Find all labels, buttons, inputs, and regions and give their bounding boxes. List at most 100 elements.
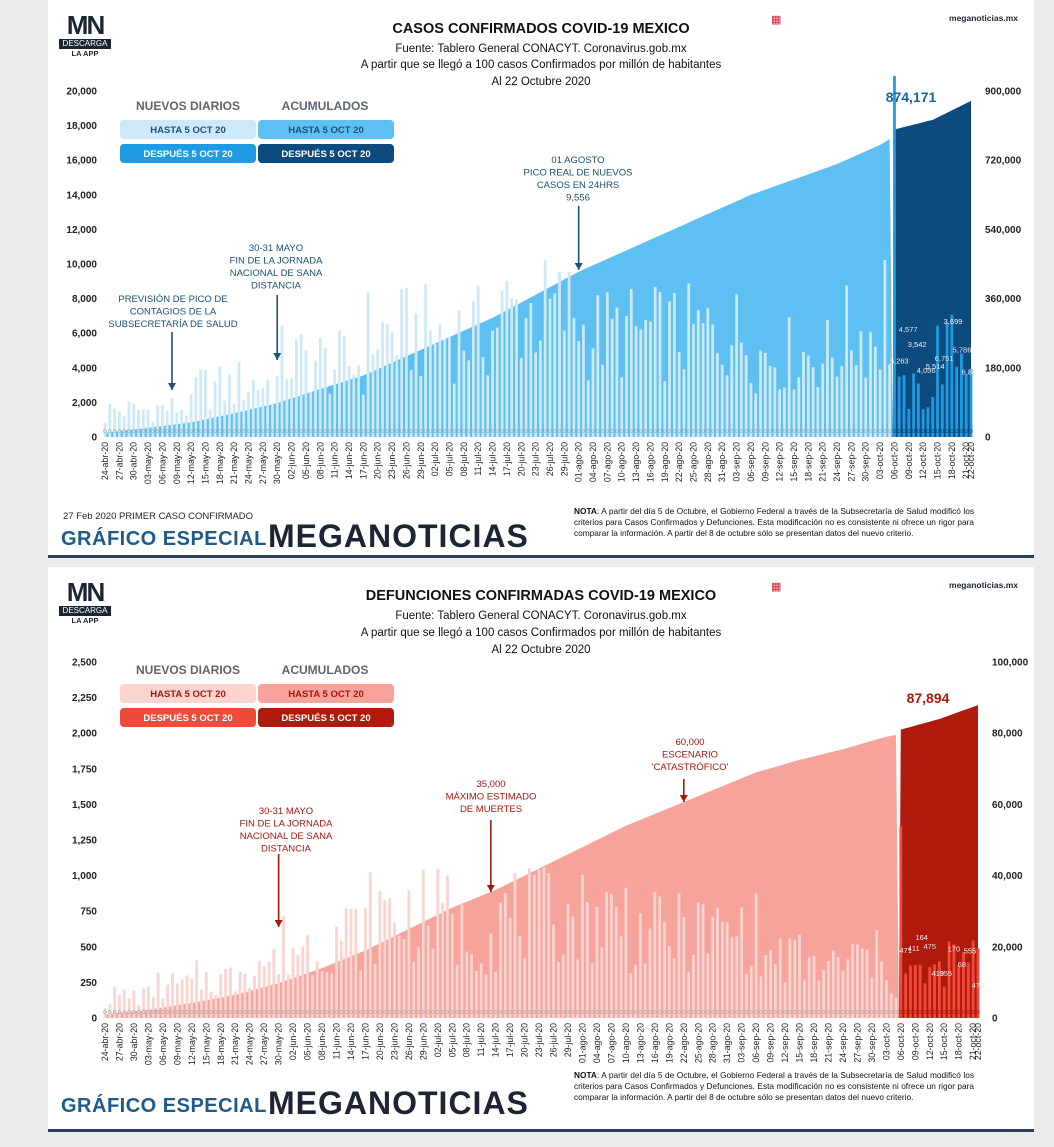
zero-marker bbox=[672, 1010, 676, 1014]
y-left-tick-label: 1,000 bbox=[72, 871, 97, 882]
annotation-arrowhead bbox=[679, 795, 688, 802]
zero-marker bbox=[686, 1010, 691, 1014]
daily-bar bbox=[431, 948, 435, 1018]
annotation-text: DISTANCIA bbox=[261, 844, 312, 855]
x-tick-label: 19-ago-20 bbox=[660, 442, 670, 482]
daily-bar bbox=[534, 352, 537, 437]
daily-bar bbox=[304, 350, 308, 437]
zero-marker bbox=[484, 1010, 488, 1014]
site-name[interactable]: meganoticias.mx bbox=[949, 580, 1018, 590]
legend-swatch bbox=[120, 144, 256, 163]
zero-marker bbox=[275, 429, 279, 433]
zero-marker bbox=[310, 1010, 315, 1014]
daily-bar bbox=[663, 381, 667, 437]
daily-bar bbox=[156, 972, 160, 1018]
chart-date: Al 22 Octubre 2020 bbox=[491, 644, 591, 656]
annotation-arrowhead bbox=[274, 920, 283, 927]
x-tick-label: 30-may-20 bbox=[272, 442, 282, 484]
zero-marker bbox=[643, 429, 648, 433]
zero-marker bbox=[744, 429, 748, 433]
zero-marker bbox=[160, 429, 165, 433]
zero-marker bbox=[423, 429, 428, 433]
mn-logo[interactable]: MN DESCARGA LA APP bbox=[59, 579, 111, 626]
x-tick-label: 15-may-20 bbox=[201, 1023, 211, 1065]
zero-marker bbox=[309, 429, 313, 433]
zero-marker bbox=[508, 1010, 512, 1014]
x-tick-label: 08-jun-20 bbox=[317, 1023, 327, 1060]
daily-bar bbox=[768, 365, 772, 437]
x-tick-label: 06-may-20 bbox=[158, 1023, 168, 1065]
daily-bar bbox=[909, 965, 912, 1018]
daily-bar bbox=[433, 343, 437, 437]
daily-bar bbox=[282, 916, 285, 1018]
legend-swatch-label: HASTA 5 OCT 20 bbox=[150, 125, 226, 136]
zero-marker bbox=[318, 429, 323, 433]
daily-bar bbox=[309, 391, 313, 437]
zero-marker bbox=[576, 429, 581, 433]
zero-marker bbox=[547, 1010, 551, 1014]
daily-bar bbox=[368, 872, 372, 1018]
daily-bar bbox=[214, 995, 218, 1018]
x-tick-label: 11-jun-20 bbox=[332, 1023, 342, 1060]
zero-marker bbox=[184, 429, 189, 433]
zero-marker bbox=[860, 1010, 864, 1014]
daily-bar bbox=[400, 289, 404, 437]
zero-marker bbox=[878, 429, 882, 433]
daily-bar bbox=[330, 973, 334, 1018]
daily-bar bbox=[773, 367, 777, 437]
daily-bar bbox=[835, 376, 839, 437]
x-tick-label: 21-oct-20 bbox=[961, 442, 971, 479]
zero-marker bbox=[701, 1010, 705, 1014]
daily-bar bbox=[272, 949, 276, 1018]
daily-bar bbox=[108, 403, 112, 437]
x-tick-label: 01-ago-20 bbox=[574, 442, 584, 482]
zero-marker bbox=[242, 429, 246, 433]
zero-marker bbox=[947, 1010, 951, 1014]
daily-bar bbox=[146, 409, 150, 437]
daily-bar bbox=[519, 357, 523, 437]
x-tick-label: 18-sep-20 bbox=[803, 442, 813, 482]
zero-marker bbox=[811, 429, 815, 433]
daily-bar bbox=[142, 988, 145, 1018]
zero-marker bbox=[952, 1010, 956, 1014]
x-tick-label: 13-ago-20 bbox=[631, 442, 641, 482]
zero-marker bbox=[849, 429, 854, 433]
zero-marker bbox=[166, 1010, 170, 1014]
zero-marker bbox=[127, 1010, 131, 1014]
zero-marker bbox=[945, 429, 949, 433]
daily-bar bbox=[802, 351, 805, 437]
x-tick-label: 07-ago-20 bbox=[602, 442, 612, 482]
zero-marker bbox=[715, 429, 720, 433]
zero-marker bbox=[366, 429, 370, 433]
grid-mark-icon: ▦ bbox=[771, 581, 782, 593]
zero-marker bbox=[329, 1010, 334, 1014]
zero-marker bbox=[315, 1010, 319, 1014]
daily-bar bbox=[361, 394, 365, 437]
mn-logo[interactable]: MN DESCARGA LA APP bbox=[59, 12, 111, 59]
legend-swatch bbox=[258, 708, 394, 727]
y-left-tick-label: 750 bbox=[80, 907, 97, 918]
daily-bar bbox=[542, 867, 546, 1018]
zero-marker bbox=[276, 1010, 281, 1014]
daily-bar bbox=[846, 959, 850, 1018]
zero-marker bbox=[404, 429, 409, 433]
legend-swatch-label: DESPUÉS 5 OCT 20 bbox=[281, 149, 370, 160]
site-name[interactable]: meganoticias.mx bbox=[949, 13, 1018, 23]
daily-bar bbox=[798, 934, 801, 1018]
x-tick-label: 08-jun-20 bbox=[315, 442, 325, 479]
daily-bar bbox=[845, 285, 848, 437]
daily-bar bbox=[864, 377, 868, 437]
x-tick-label: 03-oct-20 bbox=[875, 442, 885, 479]
footer-bar bbox=[48, 555, 1034, 558]
daily-bar bbox=[349, 908, 353, 1018]
logo-download: DESCARGA bbox=[59, 39, 111, 49]
x-tick-label: 21-may-20 bbox=[230, 1023, 240, 1065]
daily-bar bbox=[860, 948, 864, 1018]
zero-marker bbox=[820, 429, 825, 433]
legend-swatch-label: DESPUÉS 5 OCT 20 bbox=[281, 713, 370, 724]
zero-marker bbox=[802, 1010, 807, 1014]
zero-marker bbox=[966, 1010, 971, 1014]
daily-bar bbox=[567, 271, 571, 437]
deaths-chart-panel: MN DESCARGA LA APP ▦ meganoticias.mx DEF… bbox=[48, 567, 1034, 1132]
x-tick-label: 10-ago-20 bbox=[621, 1023, 631, 1063]
